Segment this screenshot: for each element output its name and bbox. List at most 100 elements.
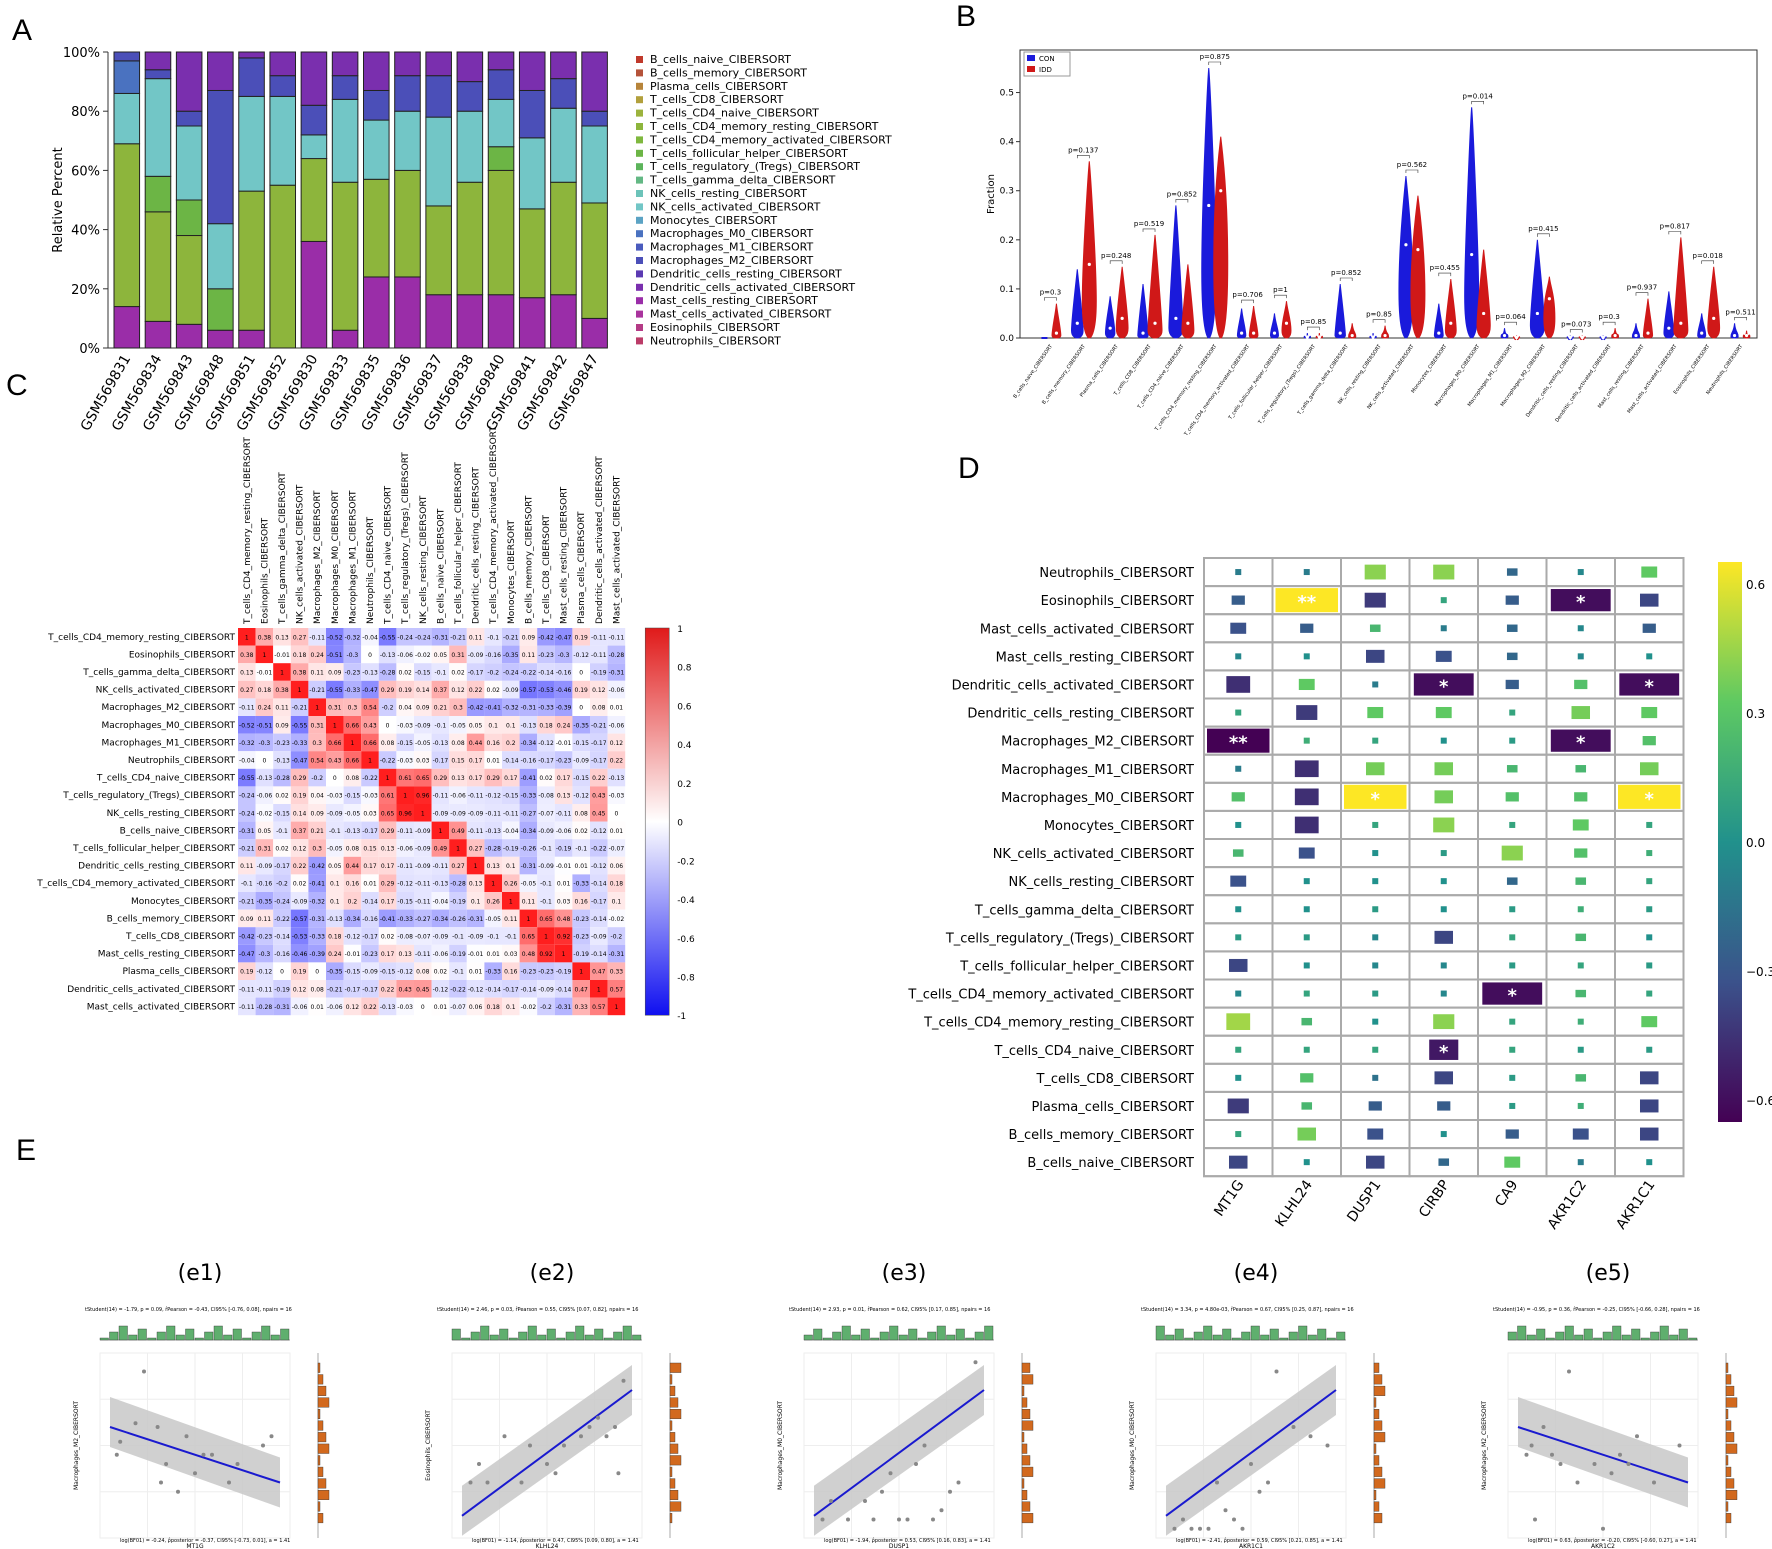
- bar-segment: [550, 107, 577, 183]
- cell-value: 1: [421, 810, 425, 817]
- cell-value: -0.13: [345, 828, 361, 835]
- cell-value: 0.05: [434, 652, 448, 659]
- correlation-square: [1577, 1018, 1584, 1025]
- heatmap-cell: [449, 768, 467, 787]
- bar-segment: [175, 110, 203, 127]
- cell-value: -0.12: [397, 969, 413, 976]
- cell-value: -0.11: [257, 986, 273, 993]
- heatmap-cell: [361, 663, 379, 681]
- correlation-square: [1434, 1071, 1454, 1085]
- bar-segment: [207, 89, 234, 225]
- significance-star: **: [1229, 733, 1248, 754]
- x-histogram-bar: [1326, 1337, 1336, 1341]
- median-point: [1437, 331, 1441, 335]
- scatter-point: [846, 1517, 850, 1522]
- heatmap-cell: [519, 927, 538, 945]
- heatmap-cell: [255, 698, 274, 716]
- y-axis-label: Fraction: [986, 174, 997, 214]
- heatmap-cell: [378, 927, 397, 945]
- cell-value: 1: [333, 722, 337, 729]
- column-label: Plasma_cells_CIBERSORT: [577, 511, 587, 624]
- y-histogram-bar: [1373, 1478, 1386, 1489]
- heatmap-cell: [238, 680, 256, 699]
- cell-value: 0.01: [311, 1004, 325, 1011]
- scatter-point: [1223, 1508, 1228, 1513]
- p-value-label: p=0.817: [1660, 222, 1690, 230]
- colorbar-label: -0.6: [677, 935, 695, 945]
- y-tick-label: 0.3: [1000, 187, 1014, 197]
- bar-segment: [300, 104, 328, 136]
- heatmap-cell: [537, 909, 555, 928]
- cell-value: 0.17: [381, 951, 395, 958]
- p-value-label: p=0.3: [1040, 289, 1061, 297]
- heatmap-cell: [537, 680, 555, 699]
- p-bracket: [1077, 154, 1090, 159]
- cell-value: -0.35: [327, 969, 343, 976]
- correlation-square: [1235, 569, 1242, 576]
- cell-value: 0.22: [363, 1004, 377, 1011]
- median-point: [1219, 189, 1223, 193]
- y-histogram-bar: [1021, 1362, 1031, 1373]
- heatmap-cell: [537, 628, 555, 646]
- heatmap-cell: [378, 751, 397, 769]
- heatmap-cell: [414, 645, 432, 664]
- heatmap-cell: [449, 804, 467, 822]
- correlation-square: [1372, 962, 1379, 969]
- colorbar-label: -1: [677, 1012, 686, 1022]
- bar-segment: [207, 51, 234, 91]
- heatmap-cell: [607, 997, 626, 1016]
- cell-value: -0.11: [415, 951, 431, 958]
- column-label: KLHL24: [1272, 1177, 1316, 1230]
- heatmap-cell: [466, 804, 485, 822]
- legend-label: NK_cells_resting_CIBERSORT: [650, 187, 807, 200]
- cell-value: -0.16: [362, 916, 378, 923]
- cell-value: -0.1: [487, 934, 499, 941]
- heatmap-cell: [607, 698, 626, 716]
- bar-segment: [113, 60, 141, 94]
- bar-segment: [394, 51, 421, 77]
- bar-segment: [487, 294, 515, 349]
- cell-value: -0.42: [468, 705, 484, 712]
- scatter-point: [184, 1434, 189, 1439]
- y-tick-label: 60%: [71, 164, 100, 179]
- correlation-square: [1577, 1159, 1584, 1166]
- legend-swatch: [636, 324, 643, 331]
- y-axis-label: Relative Percent: [51, 147, 66, 252]
- cell-value: -0.31: [521, 863, 537, 870]
- correlation-square: [1509, 1074, 1516, 1081]
- heatmap-cell: [431, 821, 450, 840]
- cell-value: -0.19: [591, 670, 607, 677]
- heatmap-cell: [554, 856, 573, 875]
- correlation-square: [1298, 847, 1315, 859]
- violin: [1543, 276, 1556, 339]
- legend-label: B_cells_naive_CIBERSORT: [650, 53, 791, 66]
- cell-value: -0.15: [415, 670, 431, 677]
- colorbar-label: 0.8: [677, 664, 692, 674]
- violin: [1500, 328, 1509, 339]
- scatter-point: [579, 1434, 583, 1439]
- cell-value: 0.02: [381, 934, 395, 941]
- heatmap-cell: [466, 909, 485, 928]
- cell-value: -0.21: [239, 898, 255, 905]
- cell-value: 0.11: [504, 916, 518, 923]
- cell-value: -0.28: [380, 670, 396, 677]
- heatmap-cell: [378, 645, 397, 664]
- cell-value: 0.01: [487, 758, 501, 765]
- y-histogram-bar: [1373, 1455, 1380, 1466]
- heatmap-cell: [607, 980, 626, 998]
- heatmap-cell: [326, 874, 344, 892]
- correlation-square: [1574, 792, 1588, 802]
- heatmap-cell: [238, 874, 256, 892]
- heatmap-cell: [572, 680, 590, 699]
- heatmap-cell: [414, 804, 432, 822]
- median-point: [1207, 203, 1211, 208]
- bar-segment: [456, 294, 484, 349]
- heatmap-cell: [273, 716, 291, 734]
- colorbar-label: 0.0: [1746, 836, 1765, 850]
- heatmap-cell: [290, 892, 309, 910]
- cell-value: -0.47: [362, 687, 378, 694]
- heatmap-cell: [308, 716, 326, 734]
- heatmap-cell: [343, 892, 362, 910]
- cell-value: 0.01: [557, 881, 571, 888]
- median-point: [1338, 331, 1342, 335]
